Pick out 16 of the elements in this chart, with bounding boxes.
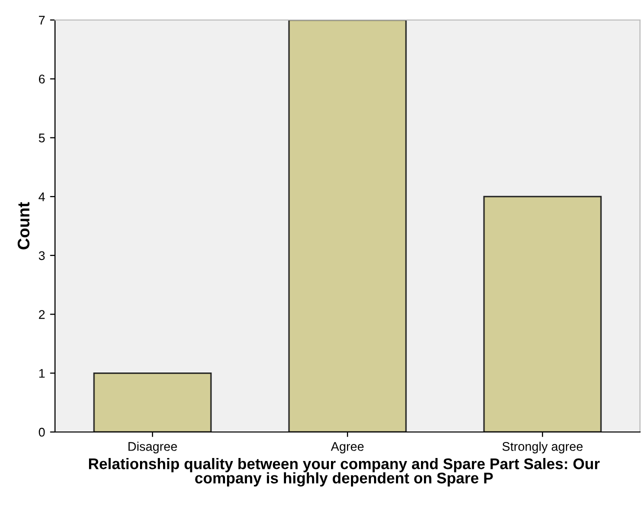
y-axis-title: Count bbox=[18, 202, 30, 250]
x-tick-label: Disagree bbox=[128, 442, 177, 454]
y-tick-label: 2 bbox=[38, 310, 45, 319]
y-tick-label: 6 bbox=[38, 74, 45, 84]
y-tick-label: 5 bbox=[38, 134, 45, 142]
y-tick-label: 3 bbox=[38, 251, 45, 260]
x-tick-label: Strongly agree bbox=[502, 442, 583, 454]
y-tick-label: 1 bbox=[39, 369, 45, 378]
y-tick-label: 7 bbox=[38, 16, 45, 25]
bar bbox=[483, 196, 602, 432]
y-tick-label: 4 bbox=[38, 192, 45, 202]
x-tick-label: Agree bbox=[330, 442, 364, 454]
bar bbox=[93, 372, 212, 432]
x-axis-title: Relationship quality between your company and Spare Part Sales: Our company is highly dependent on Spare P bbox=[89, 458, 600, 487]
bar bbox=[288, 20, 407, 432]
y-tick-label: 0 bbox=[38, 428, 45, 437]
